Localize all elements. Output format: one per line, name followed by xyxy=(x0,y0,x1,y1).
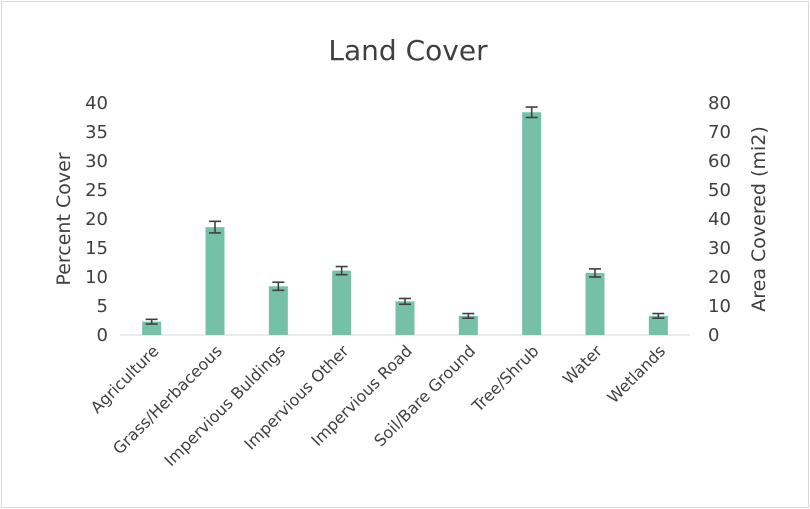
category-label: Impervious Buldings xyxy=(161,341,290,470)
y-tick-label: 35 xyxy=(85,122,108,143)
y-tick-label: 25 xyxy=(85,180,108,201)
y2-tick-label: 40 xyxy=(708,209,731,230)
y-tick-label: 10 xyxy=(85,267,108,288)
y2-tick-label: 20 xyxy=(708,267,731,288)
y-tick-label: 30 xyxy=(85,151,108,172)
y2-tick-label: 60 xyxy=(708,151,731,172)
y-tick-label: 5 xyxy=(97,296,108,317)
bar xyxy=(586,273,605,335)
category-label: Impervious Other xyxy=(240,341,352,453)
bar xyxy=(522,112,541,335)
y-tick-label: 15 xyxy=(85,238,108,259)
bar xyxy=(396,301,415,335)
category-label: Water xyxy=(559,341,606,388)
y2-tick-label: 50 xyxy=(708,180,731,201)
y2-tick-label: 30 xyxy=(708,238,731,259)
y2-axis-title: Area Covered (mi2) xyxy=(748,126,770,311)
y-tick-label: 40 xyxy=(85,93,108,114)
category-label: Wetlands xyxy=(603,341,669,407)
bar xyxy=(332,271,351,335)
category-label: Tree/Shrub xyxy=(468,341,543,416)
chart-title: Land Cover xyxy=(328,34,488,67)
y2-tick-label: 80 xyxy=(708,93,731,114)
bar xyxy=(206,227,225,335)
y-axis-title: Percent Cover xyxy=(53,152,75,285)
y-tick-label: 20 xyxy=(85,209,108,230)
y-tick-label: 0 xyxy=(97,325,108,346)
y2-tick-label: 70 xyxy=(708,122,731,143)
y-axis-ticks: 0 5 10 15 20 25 30 35 40 xyxy=(85,93,108,346)
y2-tick-label: 0 xyxy=(708,325,719,346)
y2-tick-label: 10 xyxy=(708,296,731,317)
y2-axis-ticks: 0 10 20 30 40 50 60 70 80 xyxy=(708,93,731,346)
bar xyxy=(269,286,288,335)
category-label: Grass/Herbaceous xyxy=(109,341,226,458)
